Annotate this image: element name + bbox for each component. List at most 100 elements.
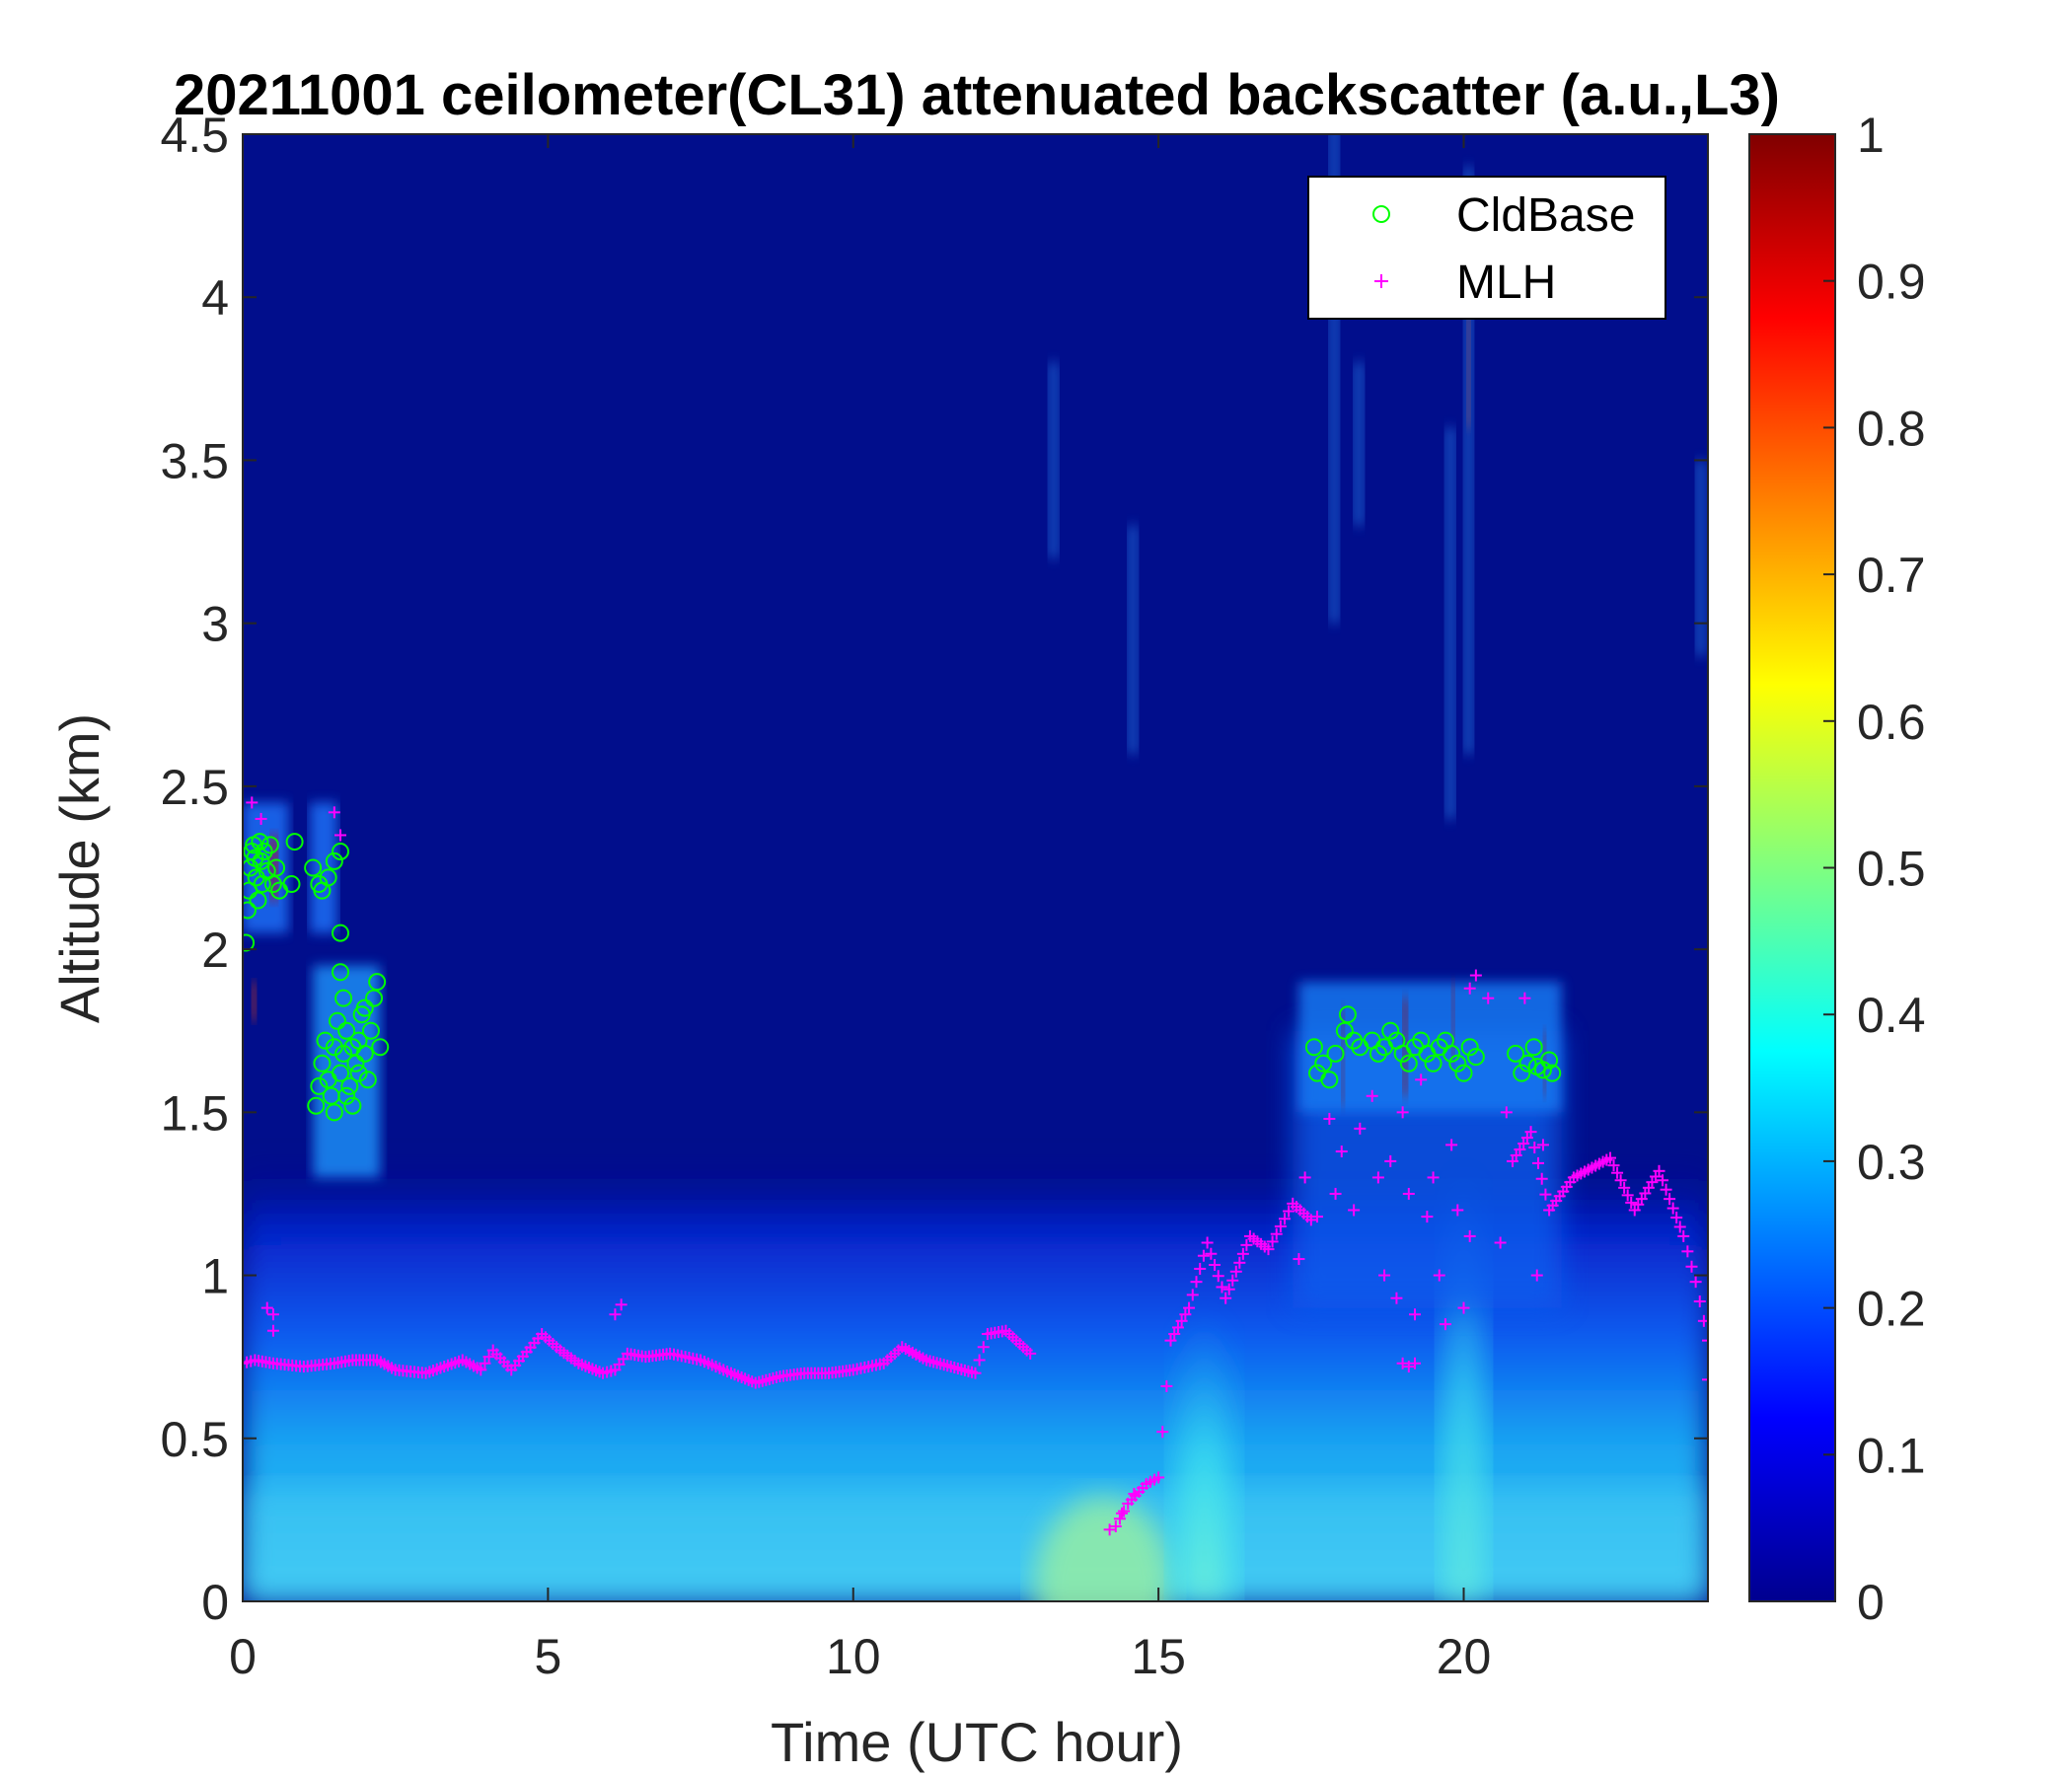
x-tick-label-2: 10 xyxy=(826,1629,881,1684)
mlh-point-371 xyxy=(1409,1357,1421,1369)
cldbase-point-8 xyxy=(249,891,267,910)
cldbase-point-71 xyxy=(1399,1054,1418,1073)
legend: CldBase MLH xyxy=(1307,176,1666,320)
cldbase-point-37 xyxy=(332,1064,349,1082)
mlh-point-245 xyxy=(1220,1292,1232,1304)
high-echo-streak-1 xyxy=(1128,525,1139,754)
cldbase-point-78 xyxy=(1443,1044,1461,1063)
y-tick-label-6: 3 xyxy=(201,597,229,652)
cldbase-point-36 xyxy=(328,1011,346,1030)
cldbase-point-49 xyxy=(368,973,387,992)
mlh-point-351 xyxy=(1409,1308,1421,1321)
mlh-point-339 xyxy=(1323,1112,1336,1125)
cldbase-point-28 xyxy=(334,989,353,1007)
mlh-point-348 xyxy=(1390,1292,1403,1304)
mlh-point-324 xyxy=(246,796,259,809)
mlh-point-313 xyxy=(1664,1193,1676,1206)
y-tick-label-5: 2.5 xyxy=(160,760,229,815)
mlh-point-338 xyxy=(1311,1211,1323,1223)
mlh-point-314 xyxy=(1666,1202,1679,1215)
mlh-point-243 xyxy=(1212,1270,1224,1283)
cldbase-point-32 xyxy=(316,1031,334,1050)
cldbase-point-35 xyxy=(325,1038,343,1057)
mlh-point-367 xyxy=(1530,1269,1543,1282)
cldbase-point-88 xyxy=(1533,1061,1552,1079)
cldbase-point-16 xyxy=(267,858,286,877)
mlh-point-342 xyxy=(1348,1204,1361,1217)
mlh-point-341 xyxy=(1335,1145,1348,1157)
mlh-point-353 xyxy=(1421,1211,1434,1223)
x-axis: 0 5 10 15 20 xyxy=(229,134,1491,1684)
colorbar-gradient xyxy=(1748,133,1836,1602)
mlh-point-349 xyxy=(1396,1106,1409,1119)
high-echo-streak-0 xyxy=(1048,362,1059,558)
mlh-point-312 xyxy=(1660,1183,1672,1196)
cldbase-point-81 xyxy=(1460,1038,1479,1057)
mlh-point-268 xyxy=(1304,1214,1317,1226)
mlh-point-236 xyxy=(1186,1289,1199,1301)
mlh-point-66 xyxy=(482,1351,495,1364)
mlh-point-250 xyxy=(1236,1247,1249,1260)
mlh-point-310 xyxy=(1653,1164,1665,1177)
x-axis-label: Time (UTC hour) xyxy=(771,1711,1183,1773)
cldbase-point-40 xyxy=(340,1076,359,1095)
mlh-point-277 xyxy=(1535,1172,1548,1185)
mlh-point-369 xyxy=(1396,1357,1409,1369)
cldbase-point-18 xyxy=(282,875,301,894)
x-tick-label-0: 0 xyxy=(229,1629,257,1684)
mlh-point-258 xyxy=(1266,1235,1279,1248)
mlh-point-357 xyxy=(1445,1139,1458,1151)
mlh-point-246 xyxy=(1222,1283,1235,1295)
mlh-point-227 xyxy=(1152,1471,1165,1484)
y-tick-label-4: 2 xyxy=(201,923,229,978)
cldbase-point-25 xyxy=(332,842,349,860)
cldbase-point-24 xyxy=(325,851,343,870)
colorbar: 0 0.1 0.2 0.3 0.4 0.5 0.6 0.7 0.8 0.9 1 xyxy=(1748,108,1926,1630)
legend-mlh-marker xyxy=(1374,274,1388,288)
cldbase-point-82 xyxy=(1466,1048,1485,1067)
colorbar-tick-label-8: 0.8 xyxy=(1857,401,1926,456)
y-tick-label-0: 0 xyxy=(201,1575,229,1630)
cldbase-point-23 xyxy=(319,868,337,887)
cldbase-point-12 xyxy=(255,842,273,860)
colorbar-tick-label-7: 0.7 xyxy=(1857,548,1926,603)
series-layer xyxy=(243,796,1708,1536)
cldbase-point-31 xyxy=(313,1054,332,1073)
mlh-point-240 xyxy=(1201,1236,1214,1249)
cldbase-point-10 xyxy=(252,851,270,870)
mlh-point-325 xyxy=(255,812,267,825)
cldbase-point-19 xyxy=(285,833,304,851)
mlh-point-278 xyxy=(1539,1188,1552,1201)
mlh-point-317 xyxy=(1677,1229,1690,1242)
y-axis-label: Altitude (km) xyxy=(48,713,111,1023)
cldbase-point-47 xyxy=(361,1021,380,1040)
mlh-point-346 xyxy=(1378,1269,1391,1282)
cldbase-point-20 xyxy=(304,858,323,877)
legend-cldbase-marker xyxy=(1372,205,1390,223)
cldbase-point-39 xyxy=(337,1021,356,1040)
mlh-point-201 xyxy=(973,1354,986,1367)
cldbase-point-84 xyxy=(1513,1064,1531,1082)
mlh-point-361 xyxy=(1463,982,1476,995)
mlh-point-229 xyxy=(1160,1379,1173,1392)
mlh-point-337 xyxy=(1298,1171,1311,1184)
cldbase-point-86 xyxy=(1524,1038,1543,1057)
mlh-point-216 xyxy=(1109,1519,1122,1532)
high-echo-streak-5 xyxy=(1463,167,1474,754)
mlh-point-217 xyxy=(1113,1513,1126,1525)
plot-frame xyxy=(242,133,1709,1602)
mlh-point-247 xyxy=(1226,1274,1239,1287)
cldbase-point-80 xyxy=(1454,1064,1473,1082)
mlh-point-365 xyxy=(1500,1106,1513,1119)
mlh-point-335 xyxy=(1128,1487,1141,1500)
mlh-point-318 xyxy=(1681,1245,1694,1258)
mlh-point-368 xyxy=(1536,1139,1549,1151)
mlh-point-329 xyxy=(328,806,340,819)
mlh-point-347 xyxy=(1384,1154,1397,1167)
mlh-point-315 xyxy=(1670,1212,1683,1224)
convective-plume xyxy=(1170,1275,1238,1601)
mlh-point-200 xyxy=(969,1367,982,1379)
cldbase-point-29 xyxy=(307,1096,326,1115)
cldbase-point-0 xyxy=(243,933,256,952)
